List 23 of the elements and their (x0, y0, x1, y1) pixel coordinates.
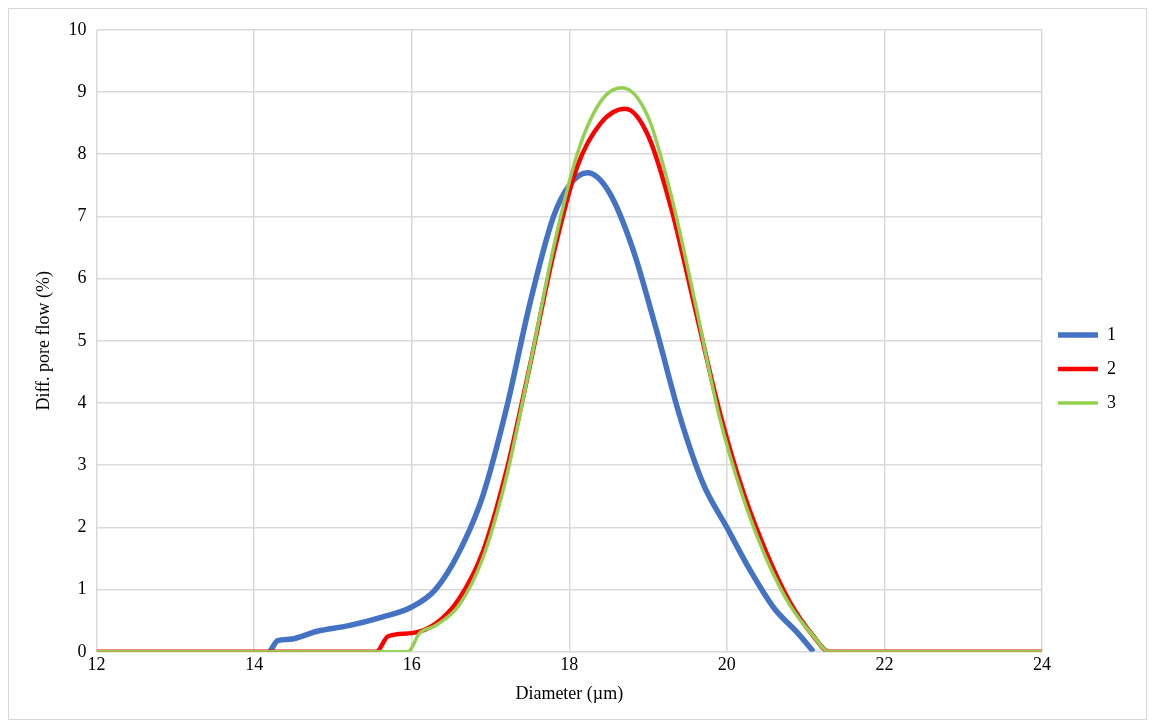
legend-label: 3 (1107, 391, 1116, 412)
legend-label: 2 (1107, 357, 1116, 378)
y-tick-label: 2 (77, 516, 87, 537)
y-tick-label: 8 (77, 142, 87, 163)
x-tick-label: 20 (717, 654, 736, 675)
x-tick-label: 12 (87, 654, 106, 675)
y-tick-label: 5 (77, 329, 87, 350)
y-tick-label: 3 (77, 453, 87, 474)
y-axis-title: Diff. pore flow (%) (32, 270, 54, 411)
x-tick-label: 16 (402, 654, 421, 675)
legend-label: 1 (1107, 323, 1116, 344)
y-tick-label: 9 (77, 80, 87, 101)
x-tick-label: 22 (875, 654, 894, 675)
y-tick-label: 0 (77, 640, 87, 661)
y-tick-label: 10 (68, 18, 87, 39)
y-tick-label: 7 (77, 205, 87, 226)
y-tick-label: 4 (77, 391, 87, 412)
y-tick-label: 6 (77, 267, 87, 288)
x-axis-title: Diameter (µm) (515, 682, 624, 704)
y-tick-label: 1 (77, 578, 87, 599)
x-tick-label: 14 (245, 654, 264, 675)
x-tick-label: 18 (560, 654, 579, 675)
x-tick-label: 24 (1033, 654, 1051, 675)
